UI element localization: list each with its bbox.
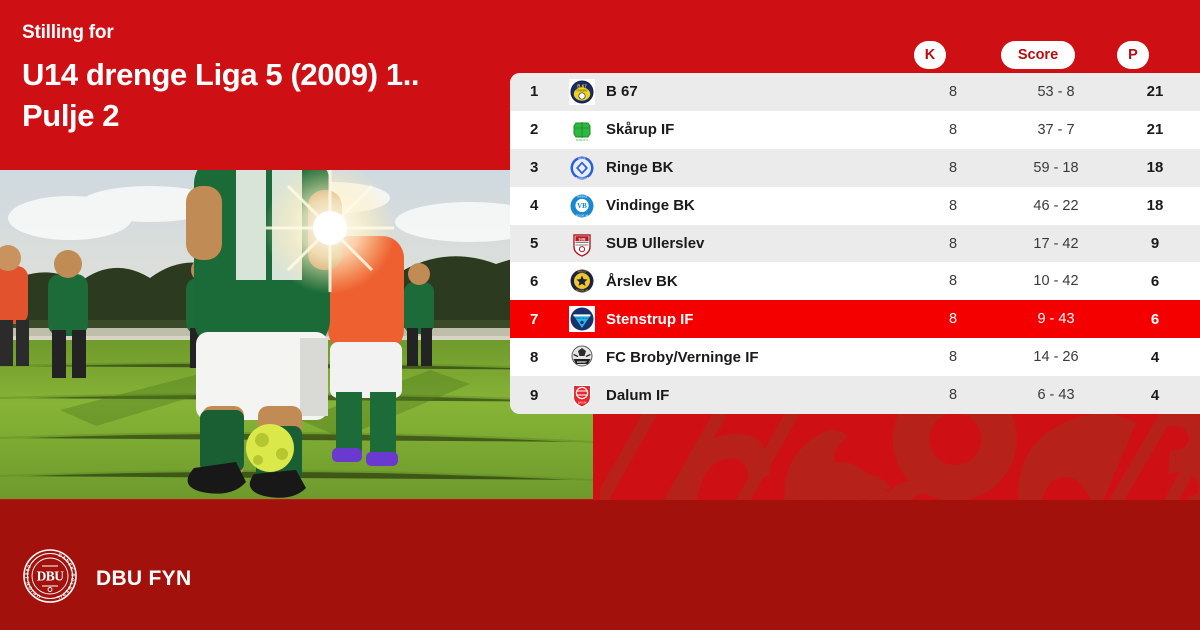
row-team-name: Skårup IF [606,121,675,139]
svg-text:DBU: DBU [37,569,65,584]
row-team-name: SUB Ullerslev [606,235,705,252]
row-matches: 8 [948,197,958,214]
row-score: 46 - 22 [1033,197,1079,214]
row-position: 8 [530,348,539,366]
standings-table: 1 B.67 NYBORG B 67 8 53 - 8 21 2 SKÅRUP IF Skårup… [510,73,1200,414]
b67-logo: B.67 NYBORG [558,78,606,105]
row-position: 5 [530,235,539,252]
row-position: 3 [530,159,539,177]
row-matches: 8 [948,121,958,138]
row-team-name: Vindinge BK [606,197,695,215]
table-row[interactable]: 1 B.67 NYBORG B 67 8 53 - 8 21 [510,73,1200,111]
column-badge-score: Score [1001,41,1075,69]
footer-brand: DANSK BOLDSPIL UNION 1889 DBU DBU FYN [22,548,191,609]
row-team-name: Dalum IF [606,386,670,404]
svg-text:BOLDKLUB: BOLDKLUB [576,177,589,180]
dbu-logo-icon: DANSK BOLDSPIL UNION 1889 DBU [22,548,78,609]
row-team-name: FC Broby/Verninge IF [606,348,759,366]
row-points: 9 [1150,235,1160,252]
table-row[interactable]: 8 BROBY FC Broby/Verninge IF 8 14 - 26 4 [510,338,1200,377]
row-points: 6 [1150,310,1160,328]
page-title-line1: U14 drenge Liga 5 (2009) 1.. [22,56,420,92]
svg-text:RINGE: RINGE [578,157,586,160]
header-block: Stilling for U14 drenge Liga 5 (2009) 1.… [22,22,542,136]
svg-text:DALUM: DALUM [578,402,586,405]
row-team-name: Årslev BK [606,272,678,290]
row-points: 6 [1150,272,1160,290]
table-row[interactable]: 3 RINGE BOLDKLUB Ringe BK 8 59 - 18 18 [510,148,1200,187]
table-row[interactable]: 4 VB VINDINGE BOLDKLUB Vindinge BK 8 46 - 22 18 [510,186,1200,225]
row-points: 18 [1146,197,1164,215]
row-points: 4 [1150,386,1160,404]
svg-text:SKÅRUP IF: SKÅRUP IF [576,139,589,142]
row-score: 14 - 26 [1033,349,1079,366]
row-position: 1 [530,83,539,101]
svg-text:BROBY: BROBY [577,360,587,364]
row-matches: 8 [948,83,958,100]
row-score: 6 - 43 [1037,387,1075,404]
brand-label: DBU FYN [96,566,192,590]
row-score: 59 - 18 [1033,159,1079,176]
row-points: 18 [1146,159,1164,177]
row-points: 21 [1146,83,1164,101]
row-matches: 8 [948,159,958,176]
svg-text:ÅRSLEV: ÅRSLEV [577,271,587,274]
row-matches: 8 [948,235,958,252]
stenstrup-logo: STENSTRUP IF [558,306,606,333]
row-score: 17 - 42 [1033,235,1079,252]
column-header-badges: K Score P [0,0,1200,73]
row-team-name: B 67 [606,83,638,101]
row-score: 9 - 43 [1037,311,1075,328]
table-row[interactable]: 6 ÅRSLEV BOLDKLUB Årslev BK 8 10 - 42 6 [510,262,1200,301]
svg-text:VB: VB [577,202,587,210]
svg-text:BOLDKLUB: BOLDKLUB [576,215,589,217]
sub-logo: SUB [558,231,606,257]
svg-text:BOLDKLUB: BOLDKLUB [576,291,589,293]
row-score: 10 - 42 [1033,273,1079,290]
row-team-name: Ringe BK [606,159,674,177]
skaarup-logo: SKÅRUP IF [558,117,606,143]
footer-band [0,500,1200,630]
svg-text:SUB: SUB [579,237,587,241]
row-position: 2 [530,121,539,139]
page-title: U14 drenge Liga 5 (2009) 1.. Pulje 2 [22,54,542,136]
page-title-line2: Pulje 2 [22,98,120,134]
row-position: 9 [530,386,539,404]
row-points: 4 [1150,348,1160,366]
column-badge-points: P [1117,41,1149,69]
row-score: 37 - 7 [1037,121,1075,138]
ringe-logo: RINGE BOLDKLUB [558,155,606,181]
kicker-label: Stilling for [22,22,114,43]
match-photo [0,170,593,499]
svg-text:STENSTRUP IF: STENSTRUP IF [575,318,591,320]
aarslev-logo: ÅRSLEV BOLDKLUB [558,268,606,294]
table-row[interactable]: 5 SUB SUB Ullerslev 8 17 - 42 9 [510,224,1200,263]
svg-text:B.67: B.67 [577,83,587,88]
row-points: 21 [1146,121,1164,139]
table-row[interactable]: 7 STENSTRUP IF Stenstrup IF 8 9 - 43 6 [510,300,1200,339]
row-matches: 8 [948,311,958,328]
row-position: 6 [530,272,539,290]
row-score: 53 - 8 [1037,83,1075,100]
svg-text:NYBORG: NYBORG [577,89,588,92]
dalum-logo: DALUM [558,382,606,408]
row-matches: 8 [948,387,958,404]
row-matches: 8 [948,273,958,290]
svg-text:VINDINGE: VINDINGE [576,196,588,198]
table-row[interactable]: 9 DALUM Dalum IF 8 6 - 43 4 [510,376,1200,414]
row-position: 7 [530,310,539,328]
row-matches: 8 [948,349,958,366]
table-row[interactable]: 2 SKÅRUP IF Skårup IF 8 37 - 7 21 [510,110,1200,149]
row-position: 4 [530,197,539,215]
column-badge-matches: K [914,41,946,69]
broby-logo: BROBY [558,344,606,370]
vindinge-logo: VB VINDINGE BOLDKLUB [558,193,606,219]
row-team-name: Stenstrup IF [606,310,694,328]
